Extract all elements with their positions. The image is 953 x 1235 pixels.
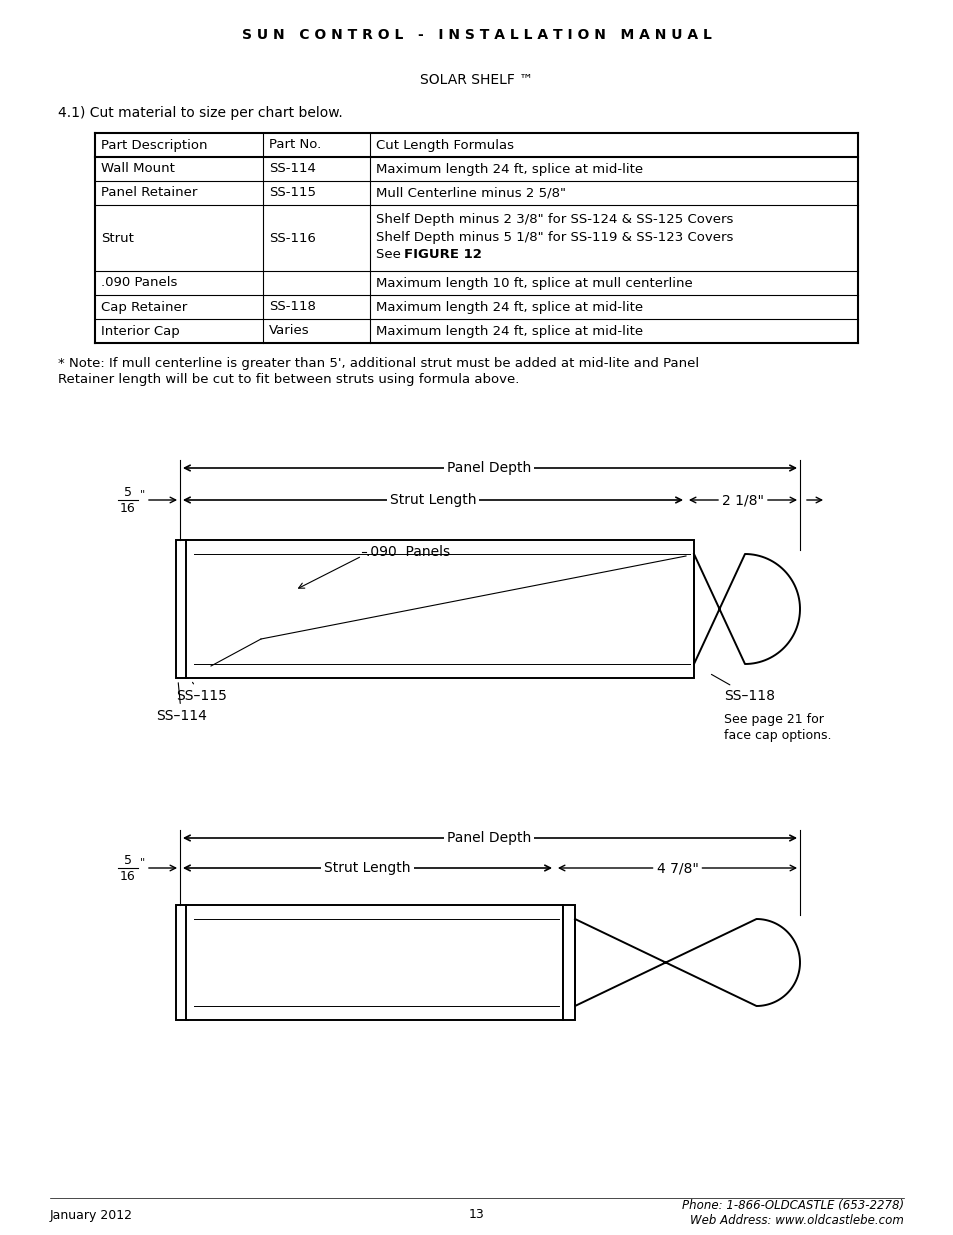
- Text: FIGURE 12: FIGURE 12: [403, 248, 481, 262]
- Text: SS–114: SS–114: [156, 683, 207, 722]
- Text: 16: 16: [120, 869, 135, 883]
- Text: SS–115: SS–115: [175, 682, 227, 703]
- Text: 4 7/8": 4 7/8": [656, 861, 698, 876]
- Text: SS-118: SS-118: [269, 300, 315, 314]
- Text: Shelf Depth minus 5 1/8" for SS-119 & SS-123 Covers: Shelf Depth minus 5 1/8" for SS-119 & SS…: [375, 231, 732, 243]
- Text: Wall Mount: Wall Mount: [101, 163, 174, 175]
- Text: Part No.: Part No.: [269, 138, 321, 152]
- Text: S U N   C O N T R O L   -   I N S T A L L A T I O N   M A N U A L: S U N C O N T R O L - I N S T A L L A T …: [242, 28, 711, 42]
- Text: Retainer length will be cut to fit between struts using formula above.: Retainer length will be cut to fit betwe…: [58, 373, 518, 385]
- Text: Shelf Depth minus 2 3/8" for SS-124 & SS-125 Covers: Shelf Depth minus 2 3/8" for SS-124 & SS…: [375, 212, 732, 226]
- Text: ": ": [140, 857, 145, 867]
- Text: SS-115: SS-115: [269, 186, 315, 200]
- Text: 2 1/8": 2 1/8": [721, 493, 763, 508]
- Text: SOLAR SHELF ™: SOLAR SHELF ™: [420, 73, 533, 86]
- Text: * Note: If mull centerline is greater than 5', additional strut must be added at: * Note: If mull centerline is greater th…: [58, 357, 699, 369]
- Text: .090 Panels: .090 Panels: [101, 277, 177, 289]
- Text: Mull Centerline minus 2 5/8": Mull Centerline minus 2 5/8": [375, 186, 565, 200]
- Text: See page 21 for: See page 21 for: [723, 714, 823, 726]
- Text: Maximum length 24 ft, splice at mid-lite: Maximum length 24 ft, splice at mid-lite: [375, 163, 642, 175]
- Text: SS-116: SS-116: [269, 231, 315, 245]
- Text: Cut Length Formulas: Cut Length Formulas: [375, 138, 513, 152]
- Text: Panel Depth: Panel Depth: [446, 461, 531, 475]
- Text: Web Address: www.oldcastlebe.com: Web Address: www.oldcastlebe.com: [689, 1214, 903, 1226]
- Bar: [562, 905, 575, 1020]
- Text: 5: 5: [124, 853, 132, 867]
- Text: Phone: 1-866-OLDCASTLE (653-2278): Phone: 1-866-OLDCASTLE (653-2278): [681, 1198, 903, 1212]
- Text: Strut Length: Strut Length: [390, 493, 476, 508]
- Text: SS–118: SS–118: [711, 674, 774, 703]
- Text: Strut: Strut: [101, 231, 133, 245]
- Text: See: See: [375, 248, 404, 262]
- Text: Panel Retainer: Panel Retainer: [101, 186, 197, 200]
- Text: Strut Length: Strut Length: [324, 861, 411, 876]
- Text: .090  Panels: .090 Panels: [366, 545, 450, 559]
- Text: Varies: Varies: [269, 325, 309, 337]
- Text: Maximum length 24 ft, splice at mid-lite: Maximum length 24 ft, splice at mid-lite: [375, 300, 642, 314]
- Text: January 2012: January 2012: [50, 1209, 132, 1221]
- Text: Maximum length 24 ft, splice at mid-lite: Maximum length 24 ft, splice at mid-lite: [375, 325, 642, 337]
- Text: Maximum length 10 ft, splice at mull centerline: Maximum length 10 ft, splice at mull cen…: [375, 277, 692, 289]
- Text: Cap Retainer: Cap Retainer: [101, 300, 187, 314]
- Text: SS-114: SS-114: [269, 163, 315, 175]
- Text: 5: 5: [124, 485, 132, 499]
- Text: face cap options.: face cap options.: [723, 730, 831, 742]
- Text: Panel Depth: Panel Depth: [446, 831, 531, 845]
- Text: 13: 13: [469, 1209, 484, 1221]
- Text: ": ": [140, 489, 145, 499]
- Text: 4.1) Cut material to size per chart below.: 4.1) Cut material to size per chart belo…: [58, 106, 342, 120]
- Text: Part Description: Part Description: [101, 138, 208, 152]
- Bar: [175, 905, 188, 1020]
- Bar: [186, 540, 693, 678]
- Bar: [175, 540, 188, 678]
- Text: 16: 16: [120, 501, 135, 515]
- Bar: [186, 905, 562, 1020]
- Text: Interior Cap: Interior Cap: [101, 325, 179, 337]
